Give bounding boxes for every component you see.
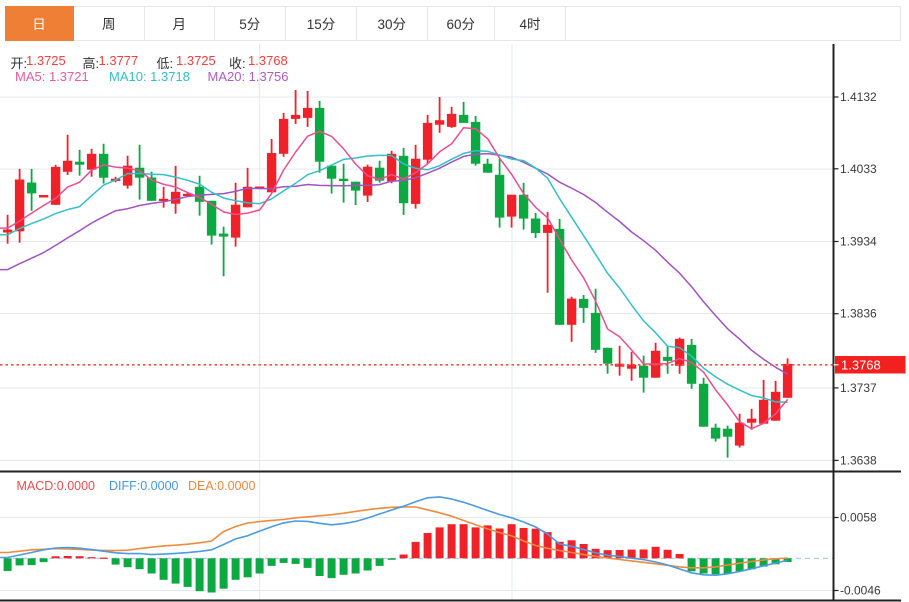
svg-text:1.3737: 1.3737 — [840, 381, 877, 395]
svg-text:1.3934: 1.3934 — [840, 235, 877, 249]
svg-text:1.4132: 1.4132 — [840, 90, 877, 104]
svg-text:1.3638: 1.3638 — [840, 453, 877, 467]
svg-text:1.3836: 1.3836 — [840, 307, 877, 321]
svg-text:1.4033: 1.4033 — [840, 162, 877, 176]
svg-text:-0.0046: -0.0046 — [840, 584, 881, 598]
svg-text:0.0058: 0.0058 — [840, 511, 877, 525]
svg-text:1.3768: 1.3768 — [841, 358, 881, 373]
